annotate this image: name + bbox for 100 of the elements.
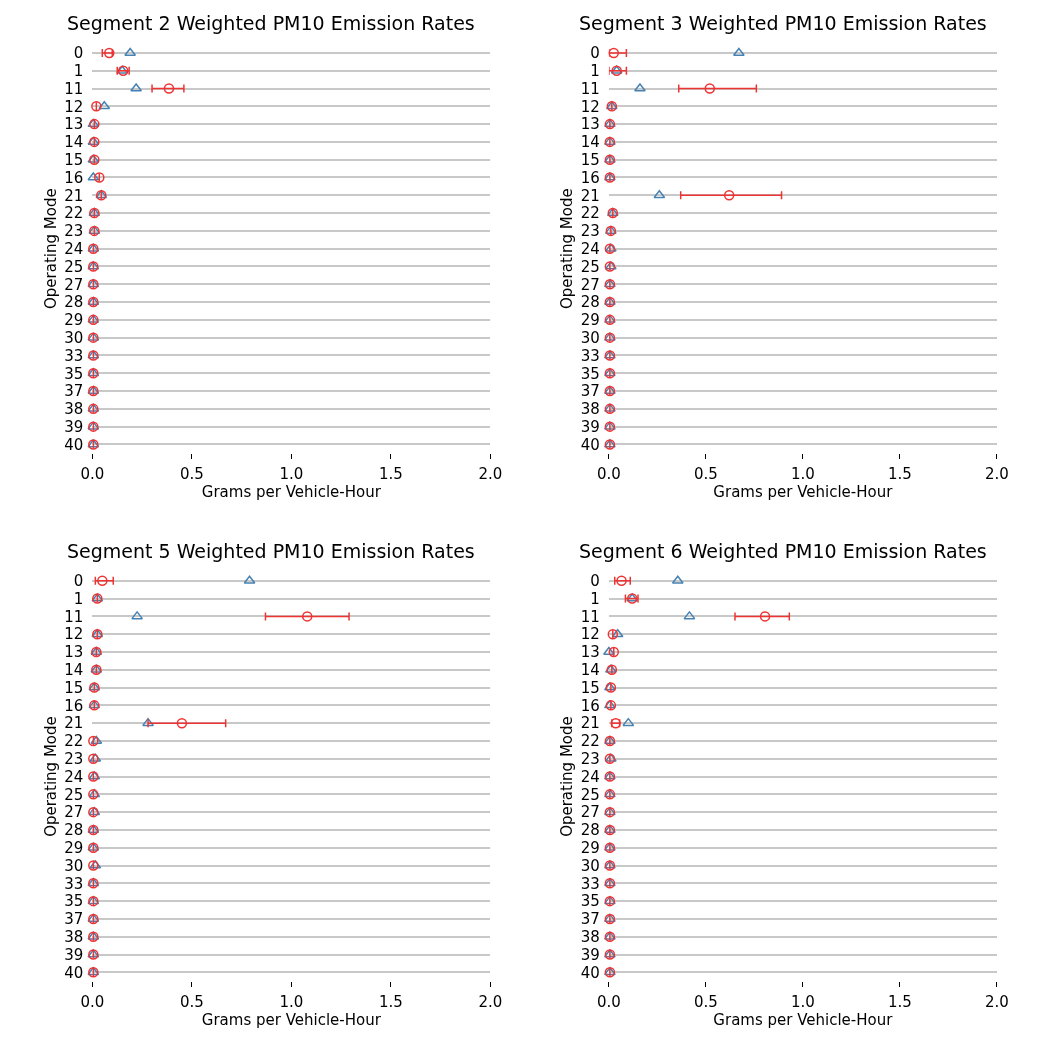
- x-tick-label: 0.0: [80, 993, 105, 1012]
- x-tick-label: 1.0: [790, 993, 815, 1012]
- y-tick-label: 11: [64, 607, 84, 626]
- x-tick-label: 0.5: [693, 993, 718, 1012]
- y-tick-label: 13: [580, 643, 600, 662]
- y-tick-label: 24: [580, 767, 600, 786]
- chart-title: Segment 2 Weighted PM10 Emission Rates: [67, 12, 475, 34]
- y-tick-label: 33: [580, 874, 600, 893]
- y-tick-label: 23: [580, 222, 600, 241]
- x-tick-label: 1.0: [279, 993, 304, 1012]
- y-tick-label: 33: [64, 874, 84, 893]
- point: [88, 735, 99, 747]
- y-tick-label: 23: [580, 750, 600, 769]
- y-tick-label: 39: [64, 417, 84, 436]
- y-tick-label: 0: [73, 44, 84, 63]
- point: [634, 83, 646, 92]
- y-tick-label: 39: [580, 417, 600, 436]
- y-tick-label: 35: [64, 892, 84, 911]
- chart-title: Segment 5 Weighted PM10 Emission Rates: [67, 540, 475, 562]
- point: [759, 611, 771, 622]
- y-tick-label: 29: [580, 838, 600, 857]
- y-tick-label: 24: [64, 239, 84, 258]
- x-tick-label: 2.0: [984, 993, 1009, 1012]
- y-tick-label: 21: [64, 714, 84, 733]
- y-tick-label: 16: [580, 168, 600, 187]
- point: [91, 101, 102, 112]
- y-tick-label: 38: [580, 400, 600, 419]
- x-axis-title: Grams per Vehicle-Hour: [713, 1011, 894, 1030]
- y-tick-label: 28: [580, 293, 600, 312]
- y-tick-label: 16: [64, 168, 84, 187]
- y-tick-label: 23: [64, 750, 84, 769]
- y-tick-label: 28: [64, 821, 84, 840]
- y-tick-label: 1: [73, 589, 84, 608]
- point: [607, 628, 619, 640]
- y-tick-label: 38: [64, 927, 84, 946]
- chart-title: Segment 3 Weighted PM10 Emission Rates: [579, 12, 987, 34]
- y-tick-label: 22: [64, 204, 84, 223]
- y-axis-title: Operating Mode: [41, 188, 60, 309]
- point: [723, 190, 735, 201]
- y-tick-label: 27: [64, 275, 84, 294]
- x-tick-label: 2.0: [984, 465, 1009, 484]
- y-tick-label: 12: [64, 97, 84, 116]
- point: [611, 628, 624, 638]
- x-tick-label: 1.0: [790, 465, 815, 484]
- y-tick-label: 24: [64, 767, 84, 786]
- x-tick-label: 0.5: [179, 465, 204, 484]
- y-tick-label: 15: [64, 678, 84, 697]
- y-tick-label: 37: [580, 910, 600, 929]
- y-tick-label: 11: [580, 607, 600, 626]
- y-tick-label: 14: [64, 133, 84, 152]
- x-tick-label: 1.5: [887, 993, 912, 1012]
- y-tick-label: 38: [580, 927, 600, 946]
- y-tick-label: 15: [64, 150, 84, 169]
- x-tick-label: 0.0: [596, 465, 621, 484]
- y-tick-label: 22: [580, 204, 600, 223]
- point: [163, 83, 175, 94]
- x-tick-label: 1.0: [279, 465, 304, 484]
- point: [94, 172, 105, 183]
- y-tick-label: 1: [590, 589, 600, 608]
- y-tick-label: 13: [64, 115, 84, 134]
- y-tick-label: 25: [64, 257, 84, 276]
- y-tick-label: 14: [64, 661, 84, 680]
- point: [622, 717, 635, 727]
- y-tick-label: 27: [580, 275, 600, 294]
- y-tick-label: 40: [580, 963, 600, 982]
- y-tick-label: 1: [73, 61, 84, 80]
- y-tick-label: 40: [64, 963, 84, 982]
- x-tick-label: 1.5: [378, 465, 403, 484]
- y-tick-label: 11: [64, 79, 84, 98]
- y-tick-label: 33: [64, 346, 84, 365]
- point: [142, 717, 155, 727]
- y-tick-label: 0: [590, 572, 600, 591]
- y-axis-title: Operating Mode: [41, 716, 60, 837]
- y-tick-label: 29: [580, 311, 600, 330]
- y-tick-label: 13: [580, 115, 600, 134]
- y-tick-label: 30: [64, 328, 84, 347]
- y-tick-label: 35: [580, 892, 600, 911]
- y-tick-label: 12: [64, 625, 84, 644]
- y-tick-label: 23: [64, 222, 84, 241]
- point: [97, 575, 108, 587]
- y-tick-label: 21: [580, 186, 600, 205]
- x-tick-label: 1.5: [887, 465, 912, 484]
- y-tick-label: 21: [64, 186, 84, 205]
- y-tick-label: 37: [64, 910, 84, 929]
- y-tick-label: 0: [73, 572, 84, 591]
- point: [302, 611, 313, 622]
- y-tick-label: 25: [580, 257, 600, 276]
- y-tick-label: 13: [64, 643, 84, 662]
- point: [616, 575, 627, 587]
- y-tick-label: 25: [64, 785, 84, 804]
- y-tick-label: 37: [64, 382, 84, 401]
- point: [704, 83, 716, 94]
- x-tick-label: 2.0: [478, 465, 503, 484]
- x-tick-label: 0.5: [179, 993, 204, 1012]
- y-tick-label: 27: [580, 803, 600, 822]
- y-tick-label: 14: [580, 133, 600, 152]
- y-tick-label: 11: [580, 79, 600, 98]
- y-tick-label: 15: [580, 678, 600, 697]
- y-tick-label: 29: [64, 838, 84, 857]
- y-tick-label: 40: [64, 435, 84, 454]
